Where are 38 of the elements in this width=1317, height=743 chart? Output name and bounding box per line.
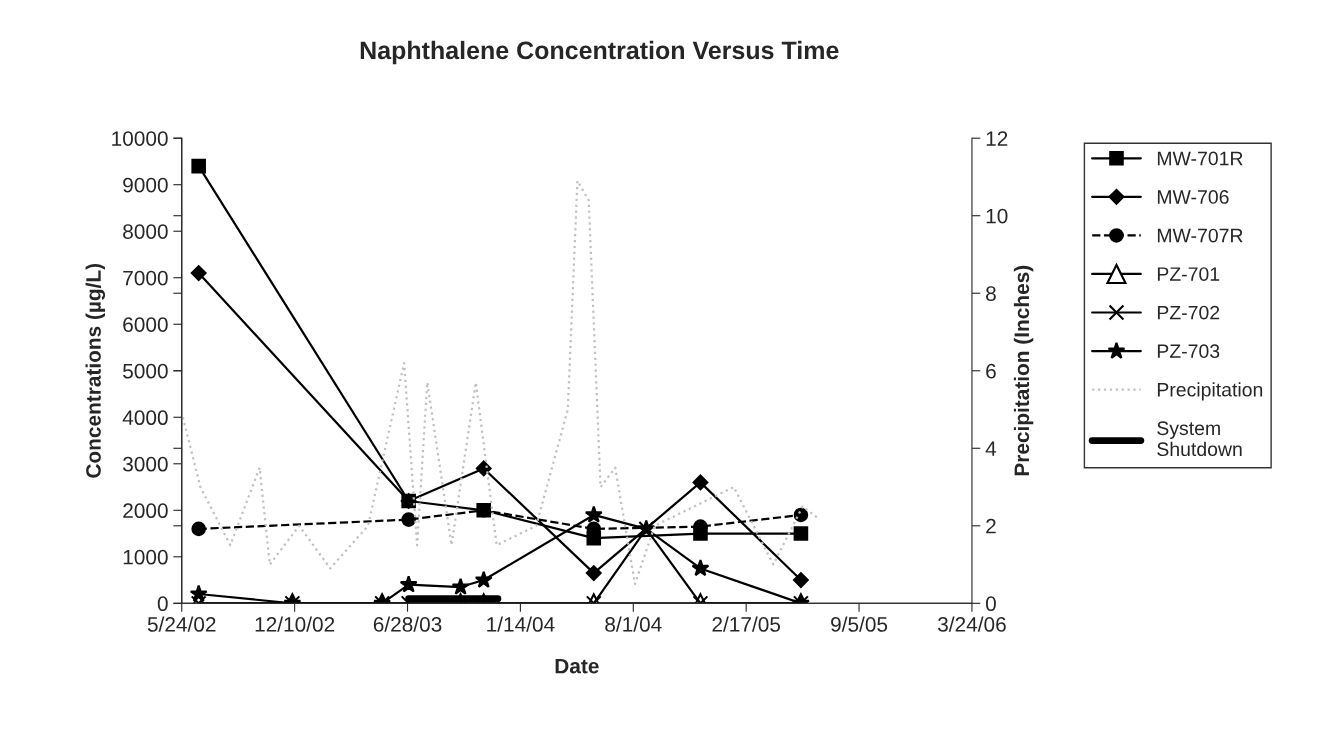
y2-tick-label: 4 xyxy=(985,441,997,456)
legend-label: MW-706 xyxy=(1157,190,1229,204)
y2-axis-title: Precipitation (Inches) xyxy=(1013,265,1034,476)
y-tick-label: 7000 xyxy=(123,270,168,286)
x-tick-label: 1/14/04 xyxy=(487,616,555,632)
y-tick-label: 8000 xyxy=(123,224,168,239)
x-tick-label: 3/24/06 xyxy=(937,616,1006,632)
x-tick-label: 12/10/02 xyxy=(255,616,335,632)
x-tick-label: 2/17/05 xyxy=(712,616,781,632)
y-tick-label: 5000 xyxy=(123,363,168,379)
legend-label: PZ-701 xyxy=(1157,267,1220,281)
chart-title: Naphthalene Concentration Versus Time xyxy=(360,40,839,65)
legend-label: MW-701R xyxy=(1157,151,1243,166)
y-tick-label: 4000 xyxy=(122,410,168,426)
legend-label: PZ-702 xyxy=(1157,305,1220,320)
x-tick-label: 9/5/05 xyxy=(831,616,888,632)
y2-tick-label: 0 xyxy=(985,596,996,612)
y-tick-label: 1000 xyxy=(123,549,168,565)
y-tick-label: 2000 xyxy=(123,503,168,519)
x-tick-label: 5/24/02 xyxy=(147,616,216,632)
x-tick-label: 6/28/03 xyxy=(373,616,442,632)
legend-label: Precipitation xyxy=(1157,382,1263,401)
x-tick-label: 8/1/04 xyxy=(605,616,662,632)
y-tick-label: 9000 xyxy=(123,177,168,193)
y-tick-label: 10000 xyxy=(112,131,168,146)
x-axis-title: Date xyxy=(555,658,599,674)
legend-label: MW-707R xyxy=(1157,228,1243,243)
y-tick-label: 3000 xyxy=(123,456,168,472)
y-axis-title: Concentrations (µg/L) xyxy=(85,263,106,478)
y-tick-label: 0 xyxy=(157,596,168,612)
y-tick-label: 6000 xyxy=(123,317,168,332)
y2-tick-label: 2 xyxy=(986,518,996,534)
y2-tick-label: 8 xyxy=(986,286,996,301)
y2-tick-label: 10 xyxy=(986,208,1008,224)
y2-tick-label: 6 xyxy=(986,363,996,379)
legend-label: PZ-703 xyxy=(1157,344,1220,359)
legend-label: System Shutdown xyxy=(1157,421,1242,457)
y2-tick-label: 12 xyxy=(986,131,1008,146)
